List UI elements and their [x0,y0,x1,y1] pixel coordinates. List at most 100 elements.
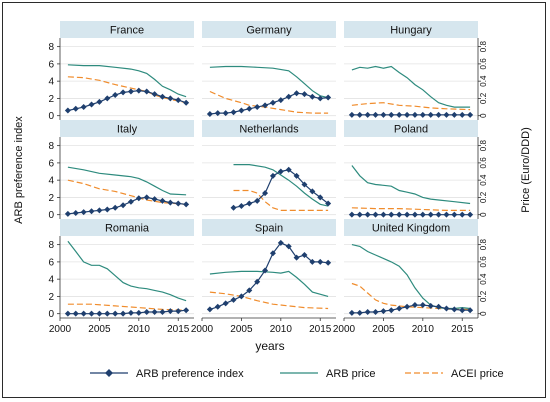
arb-index-marker [435,303,442,310]
arb-index-marker [159,93,166,100]
arb-index-marker [309,93,316,100]
arb-index-marker [301,91,308,98]
arb-index-marker [175,200,182,207]
arb-index-marker [451,111,458,118]
arb-index-marker [269,99,276,106]
y-tick-label-right: 0.4 [479,273,488,285]
arb-index-marker [254,104,261,111]
x-tick-label: 2015 [309,324,332,335]
panel-title: Poland [394,124,428,136]
arb-index-marker [135,195,142,202]
arb-index-marker [72,310,79,317]
arb-index-line [67,196,187,215]
y-tick-label-left: 8 [48,141,54,152]
arb-index-marker [175,97,182,104]
arb-index-marker [120,202,127,209]
panel-header [60,21,194,38]
arb-index-marker [419,302,426,309]
y-tick-label-right: 0 [479,212,488,217]
arb-index-line [67,309,187,315]
acei-price-line [233,189,329,211]
arb-index-marker [388,211,395,218]
arb-index-marker [80,104,87,111]
y-tick-label-right: 0.2 [479,92,488,104]
y-tick-label-right: 0 [479,113,488,118]
panel-title: Hungary [390,25,432,37]
arb-index-marker [356,211,363,218]
x-tick-label: 2015 [167,324,190,335]
x-tick-label: 2005 [230,324,253,335]
arb-index-marker [206,110,213,117]
arb-index-marker [293,172,300,179]
arb-index-marker [285,166,292,173]
y-tick-label-left: 2 [48,193,54,204]
arb-index-marker [214,110,221,117]
arb-index-marker [151,308,158,315]
arb-index-marker [459,307,466,314]
acei-price-line [351,102,471,111]
panel-header [60,219,194,236]
arb-index-marker [348,111,355,118]
arb-price-line [233,164,329,207]
arb-index-marker [364,111,371,118]
y-tick-label-right: 0 [479,311,488,316]
acei-price-line [209,291,329,310]
arb-index-marker [411,211,418,218]
arb-index-marker [404,303,411,310]
arb-index-marker [80,310,87,317]
panel-header [202,120,336,137]
panel-plot-area [60,137,194,219]
x-tick-label: 2010 [270,324,293,335]
arb-index-marker [135,309,142,316]
x-tick-label: 2015 [451,324,474,335]
y-tick-label-right: 0.6 [479,157,488,169]
arb-index-marker [404,111,411,118]
arb-index-marker [88,310,95,317]
arb-index-marker [325,94,332,101]
arb-index-marker [325,259,332,266]
y-tick-label-left: 0 [48,210,54,221]
arb-index-marker [427,302,434,309]
y-tick-label-left: 8 [48,42,54,53]
y-tick-label-left: 6 [48,257,54,268]
arb-index-marker [143,308,150,315]
x-tick-label: 2000 [49,324,72,335]
acei-price-line [67,303,187,311]
arb-index-marker [167,308,174,315]
arb-index-marker [120,89,127,96]
arb-index-marker [230,109,237,116]
arb-index-marker [372,111,379,118]
arb-index-marker [159,197,166,204]
x-tick-label: 2005 [88,324,111,335]
arb-index-marker [380,111,387,118]
arb-index-marker [246,200,253,207]
arb-index-marker [167,199,174,206]
arb-index-marker [443,211,450,218]
acei-price-line [67,179,187,205]
panel-plot-area [202,38,336,120]
arb-index-marker [277,168,284,175]
arb-index-marker [238,203,245,210]
panel-header [344,120,478,137]
arb-index-marker [112,204,119,211]
arb-index-marker [104,206,111,213]
legend-label-acei-price: ACEI price [451,368,504,380]
arb-index-marker [64,210,71,217]
arb-index-marker [104,310,111,317]
arb-index-marker [64,107,71,114]
arb-index-marker [364,308,371,315]
arb-index-marker [317,194,324,201]
arb-index-marker [451,211,458,218]
arb-index-marker [262,102,269,109]
arb-index-marker [396,211,403,218]
arb-index-marker [435,111,442,118]
panel-title: Spain [255,223,283,235]
panel-title: France [110,25,144,37]
arb-index-marker [419,211,426,218]
panel-plot-area [344,236,478,318]
panel-plot-area [202,236,336,318]
arb-index-marker [183,201,190,208]
x-tick-label: 2000 [191,324,214,335]
y-tick-label-right: 0.2 [479,191,488,203]
arb-index-marker [72,209,79,216]
